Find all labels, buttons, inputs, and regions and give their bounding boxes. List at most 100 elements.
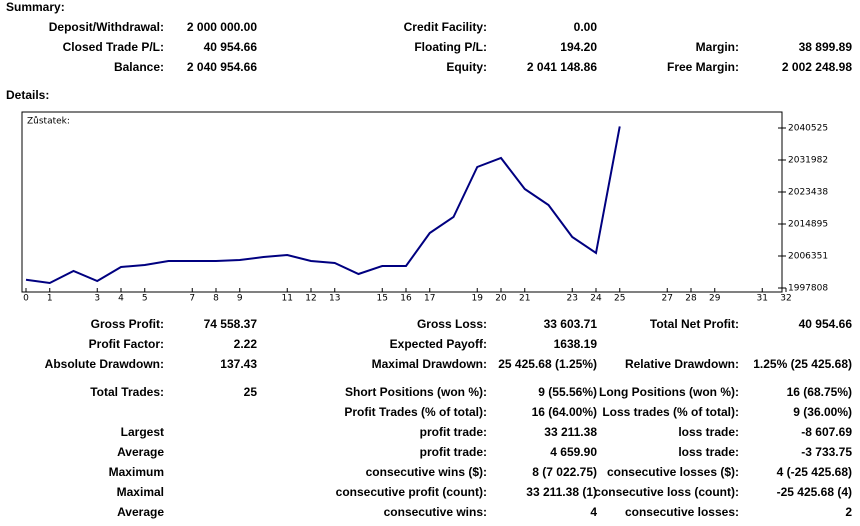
- x-tick-label: 5: [142, 294, 148, 304]
- stat-value: 4: [590, 505, 597, 519]
- y-tick-label: 2040525: [788, 124, 828, 134]
- stat-label: Gross Profit:: [90, 317, 164, 331]
- stat-value: 25 425.68 (1.25%): [498, 357, 597, 371]
- y-tick-label: 2031982: [788, 155, 828, 165]
- stat-label: profit trade:: [419, 425, 487, 439]
- summary-value: 40 954.66: [203, 40, 257, 54]
- stat-value: 9 (55.56%): [538, 385, 597, 399]
- stat-value: 1638.19: [553, 337, 597, 351]
- summary-title: Summary:: [6, 0, 65, 14]
- x-tick-label: 25: [614, 294, 625, 304]
- stat-value: 33 211.38 (1): [526, 485, 597, 499]
- x-tick-label: 8: [213, 294, 219, 304]
- stat-value: -3 733.75: [801, 445, 852, 459]
- summary-value: 38 899.89: [798, 40, 852, 54]
- stat-label: Long Positions (won %):: [599, 385, 739, 399]
- x-tick-label: 32: [780, 294, 791, 304]
- stat-label: Absolute Drawdown:: [44, 357, 164, 371]
- x-tick-label: 9: [237, 294, 243, 304]
- balance-line: [25, 126, 621, 285]
- stat-label: consecutive losses ($):: [606, 465, 739, 479]
- x-tick-label: 12: [305, 294, 316, 304]
- plot-frame: [21, 111, 783, 293]
- x-tick-label: 7: [189, 294, 195, 304]
- stat-value: 4 (-25 425.68): [776, 465, 852, 479]
- summary-label: Credit Facility:: [403, 20, 487, 34]
- chart: Zůstatek: 199780820063512014895202343820…: [21, 111, 828, 304]
- stat-value: 33 603.71: [543, 317, 597, 331]
- x-tick-label: 20: [495, 294, 507, 304]
- stat-label: consecutive losses:: [624, 505, 739, 519]
- stat-value: -8 607.69: [801, 425, 852, 439]
- stat-value: 9 (36.00%): [793, 405, 852, 419]
- stat-value: 2.22: [233, 337, 257, 351]
- stat-label: Total Net Profit:: [649, 317, 739, 331]
- x-tick-label: 23: [567, 294, 578, 304]
- stat-label: Average: [117, 505, 164, 519]
- x-tick-label: 3: [94, 294, 100, 304]
- x-tick-label: 31: [757, 294, 768, 304]
- stat-label: Expected Payoff:: [389, 337, 487, 351]
- x-tick-label: 21: [519, 294, 530, 304]
- stat-value: 2: [845, 505, 852, 519]
- y-tick-label: 2006351: [788, 251, 828, 261]
- stat-label: Profit Trades (% of total):: [344, 405, 487, 419]
- summary-label: Deposit/Withdrawal:: [48, 20, 164, 34]
- x-tick-label: 29: [709, 294, 721, 304]
- x-tick-label: 13: [329, 294, 340, 304]
- stat-label: Gross Loss:: [416, 317, 487, 331]
- stat-value: 25: [243, 385, 257, 399]
- stat-label: profit trade:: [419, 445, 487, 459]
- summary-value: 0.00: [573, 20, 597, 34]
- stat-label: consecutive wins ($):: [365, 465, 487, 479]
- stat-label: Relative Drawdown:: [624, 357, 739, 371]
- series-name: Zůstatek:: [27, 116, 70, 127]
- stat-label: Loss trades (% of total):: [602, 405, 739, 419]
- summary-label: Floating P/L:: [414, 40, 487, 54]
- stat-value: 4 659.90: [550, 445, 597, 459]
- stat-value: 8 (7 022.75): [532, 465, 597, 479]
- x-tick-label: 16: [400, 294, 412, 304]
- x-tick-label: 17: [424, 294, 435, 304]
- x-tick-label: 19: [472, 294, 484, 304]
- stat-label: Maximal: [116, 485, 164, 499]
- stat-value: 33 211.38: [544, 425, 597, 439]
- x-tick-label: 4: [118, 294, 124, 304]
- x-tick-label: 27: [662, 294, 673, 304]
- x-tick-label: 24: [590, 294, 602, 304]
- stat-label: consecutive wins:: [383, 505, 487, 519]
- details-title: Details:: [6, 88, 50, 102]
- stat-label: loss trade:: [678, 445, 739, 459]
- stat-label: Maximal Drawdown:: [371, 357, 487, 371]
- x-tick-label: 28: [685, 294, 697, 304]
- summary-label: Balance:: [113, 60, 164, 74]
- summary-value: 2 041 148.86: [526, 60, 597, 74]
- stat-value: 137.43: [220, 357, 257, 371]
- summary-label: Closed Trade P/L:: [62, 40, 164, 54]
- stat-value: 1.25% (25 425.68): [753, 357, 852, 371]
- stat-value: 16 (68.75%): [786, 385, 852, 399]
- stat-label: Average: [117, 445, 164, 459]
- y-tick-label: 2014895: [788, 219, 828, 229]
- summary-value: 2 000 000.00: [186, 20, 257, 34]
- stat-label: Total Trades:: [90, 385, 164, 399]
- stat-value: -25 425.68 (4): [776, 485, 852, 499]
- stat-label: loss trade:: [678, 425, 739, 439]
- summary-value: 194.20: [560, 40, 597, 54]
- x-tick-label: 15: [377, 294, 388, 304]
- stat-label: Largest: [120, 425, 164, 439]
- stat-value: 16 (64.00%): [531, 405, 597, 419]
- stat-value: 40 954.66: [798, 317, 852, 331]
- y-tick-label: 2023438: [788, 187, 828, 197]
- stat-label: consecutive profit (count):: [335, 485, 487, 499]
- y-tick-label: 1997808: [788, 283, 828, 293]
- stat-label: consecutive loss (count):: [594, 485, 739, 499]
- stat-value: 74 558.37: [203, 317, 257, 331]
- stat-label: Short Positions (won %):: [345, 385, 487, 399]
- stat-label: Profit Factor:: [88, 337, 164, 351]
- summary-value: 2 040 954.66: [186, 60, 257, 74]
- summary-label: Equity:: [446, 60, 487, 74]
- summary-value: 2 002 248.98: [781, 60, 852, 74]
- summary-label: Margin:: [695, 40, 739, 54]
